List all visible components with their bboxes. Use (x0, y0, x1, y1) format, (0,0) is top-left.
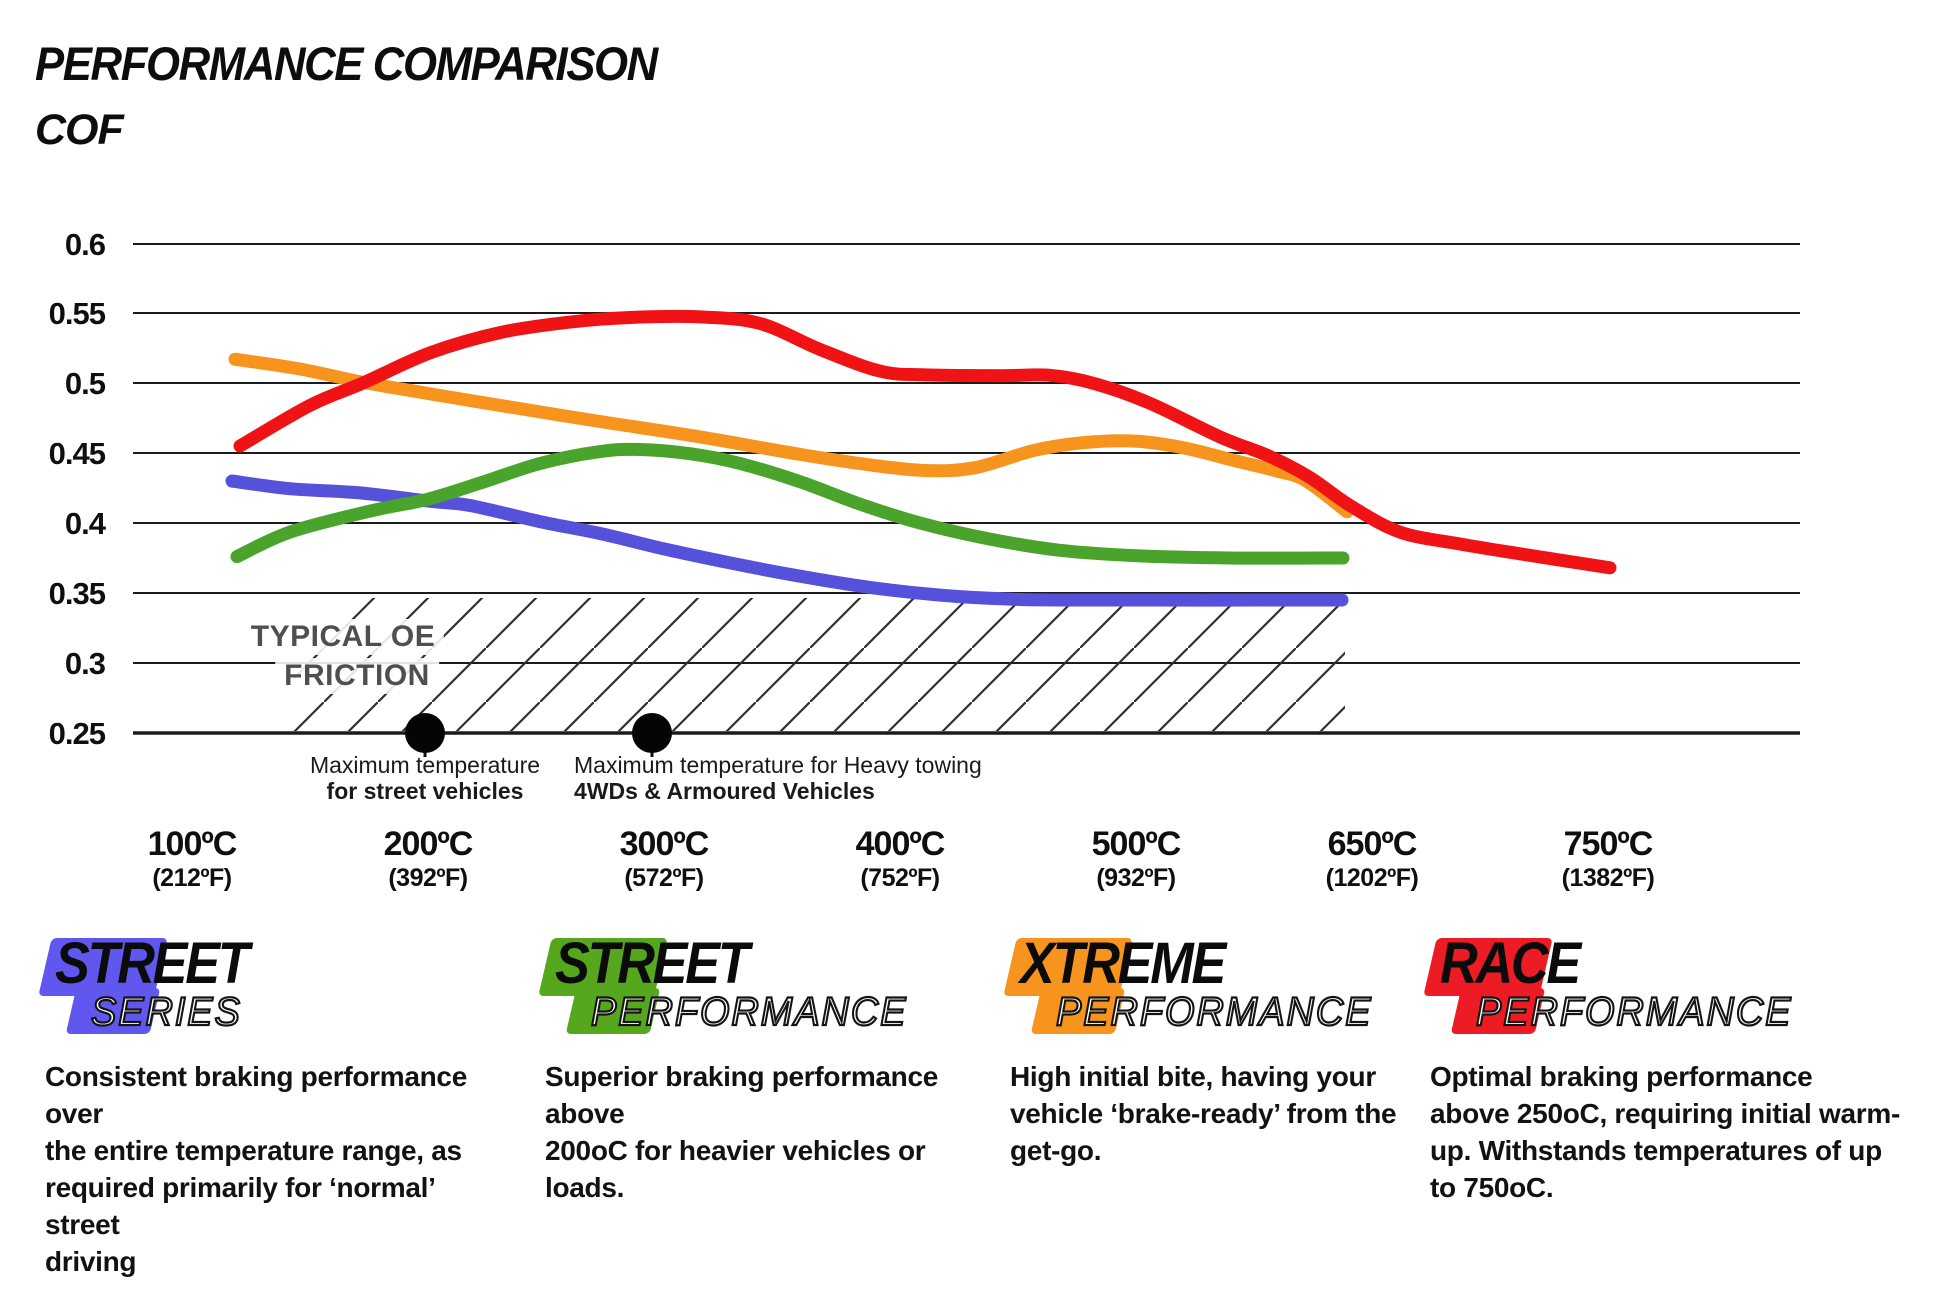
street-series-logo: STREET SERIES (38, 931, 497, 1052)
y-axis-label: 0.6 (65, 227, 106, 262)
x-tick-celsius: 300ºC (620, 825, 709, 863)
annotation-line: for street vehicles (326, 778, 524, 804)
oe-band-label-line1: TYPICAL OE (241, 619, 445, 655)
series-lines (225, 309, 1617, 607)
race-performance-logo: RACE PERFORMANCE (1423, 931, 1910, 1052)
x-tick-celsius: 500ºC (1092, 825, 1181, 863)
marker-dot (632, 713, 672, 753)
temperature-markers (405, 713, 672, 757)
annotation-line: Maximum temperature for Heavy towing (574, 752, 982, 778)
y-axis-label: 0.5 (65, 366, 106, 401)
street-series-description: Consistent braking performance over the e… (45, 1058, 497, 1280)
x-tick-celsius: 200ºC (384, 825, 473, 863)
y-axis-label: 0.55 (49, 296, 106, 331)
legend-xtreme-performance: XTREME PERFORMANCE High initial bite, ha… (1003, 931, 1430, 1169)
series-line-xtreme-performance (228, 352, 1354, 519)
legend-street-series: STREET SERIES Consistent braking perform… (38, 931, 497, 1280)
annotation-street-max-temp: Maximum temperature for street vehicles (310, 752, 540, 804)
annotation-heavy-towing-max-temp: Maximum temperature for Heavy towing 4WD… (574, 752, 982, 804)
xtreme-performance-description: High initial bite, having your vehicle ‘b… (1010, 1058, 1430, 1169)
description-line: High initial bite, having your (1010, 1061, 1376, 1092)
description-line: vehicle ‘brake-ready’ from the (1010, 1098, 1397, 1129)
description-line: 200oC for heavier vehicles or loads. (545, 1135, 926, 1203)
typical-oe-friction-band (272, 598, 1345, 731)
x-tick-celsius: 750ºC (1564, 825, 1653, 863)
logo-word1: STREET (555, 931, 750, 996)
street-performance-logo: STREET PERFORMANCE (538, 931, 997, 1052)
x-tick-fahrenheit: (752ºF) (860, 864, 939, 892)
x-tick-fahrenheit: (1202ºF) (1326, 864, 1419, 892)
description-line: driving (45, 1246, 137, 1277)
logo-word2: PERFORMANCE (590, 989, 908, 1035)
legend-street-performance: STREET PERFORMANCE Superior braking perf… (538, 931, 997, 1206)
description-line: required primarily for ‘normal’ street (45, 1172, 435, 1240)
y-axis-label: 0.45 (49, 436, 106, 471)
description-line: Superior braking performance above (545, 1061, 939, 1129)
cof-line-chart: 0.6 0.55 0.5 0.45 0.4 0.35 0.3 0.25 100ºC(212ºF)… (49, 227, 1800, 892)
description-line: above 250oC, requiring initial warm- (1430, 1098, 1900, 1129)
logo-word2: PERFORMANCE (1055, 989, 1373, 1035)
x-tick-fahrenheit: (572ºF) (624, 864, 703, 892)
street-performance-description: Superior braking performance above 200oC … (545, 1058, 997, 1206)
oe-band-label-line2: FRICTION (275, 658, 439, 694)
axis-labels: 0.6 0.55 0.5 0.45 0.4 0.35 0.3 0.25 100ºC(212ºF)… (49, 227, 1655, 892)
logo-word2: PERFORMANCE (1475, 989, 1793, 1035)
y-axis-label: 0.4 (65, 506, 107, 541)
race-performance-description: Optimal braking performance above 250oC, … (1430, 1058, 1910, 1206)
x-tick-celsius: 100ºC (148, 825, 237, 863)
y-axis-label: 0.25 (49, 716, 106, 751)
y-axis-label: 0.3 (65, 646, 106, 681)
marker-dot (405, 713, 445, 753)
y-axis-label: 0.35 (49, 576, 106, 611)
xtreme-performance-logo: XTREME PERFORMANCE (1003, 931, 1430, 1052)
x-tick-fahrenheit: (392ºF) (388, 864, 467, 892)
series-line-race-performance (233, 309, 1617, 575)
x-tick-fahrenheit: (1382ºF) (1562, 864, 1655, 892)
legend-race-performance: RACE PERFORMANCE Optimal braking perform… (1423, 931, 1910, 1206)
x-tick-celsius: 400ºC (856, 825, 945, 863)
x-tick-fahrenheit: (932ºF) (1096, 864, 1175, 892)
page-title: PERFORMANCE COMPARISON (35, 37, 658, 90)
series-line-street-series (225, 474, 1349, 607)
description-line: Consistent braking performance over (45, 1061, 467, 1129)
y-axis-title: COF (35, 106, 124, 154)
description-line: Optimal braking performance (1430, 1061, 1813, 1092)
logo-word1: STREET (55, 931, 250, 996)
description-line: to 750oC. (1430, 1172, 1554, 1203)
logo-word1: XTREME (1020, 931, 1226, 996)
description-line: up. Withstands temperatures of up (1430, 1135, 1882, 1166)
logo-word2: SERIES (90, 989, 242, 1035)
logo-word1: RACE (1440, 931, 1581, 996)
description-line: the entire temperature range, as (45, 1135, 462, 1166)
description-line: get-go. (1010, 1135, 1102, 1166)
series-line-street-performance (230, 442, 1350, 565)
annotation-line: Maximum temperature (309, 752, 541, 778)
x-tick-fahrenheit: (212ºF) (152, 864, 231, 892)
x-tick-celsius: 650ºC (1328, 825, 1417, 863)
annotation-line: 4WDs & Armoured Vehicles (574, 778, 875, 804)
